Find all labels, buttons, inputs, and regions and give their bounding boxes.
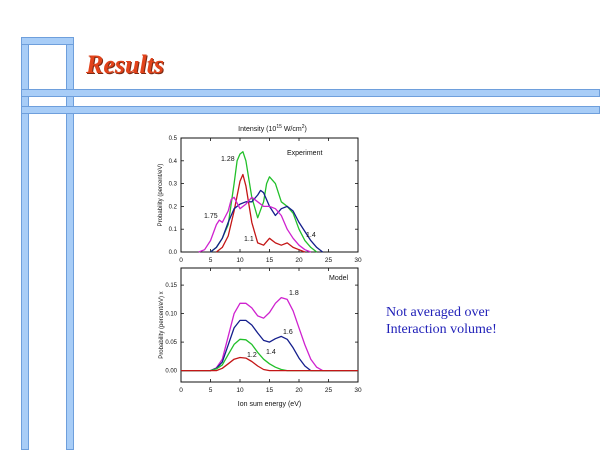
y-tick-label: 0.5 [169, 136, 178, 142]
chart-title-part: W/cm [282, 126, 302, 133]
x-tick-label: 20 [295, 387, 303, 394]
series-line-1-2 [181, 356, 358, 372]
chart-panel-1: 0 5 10 15 20 25 30 0.0 0.1 0.2 0.3 0.4 0.5 Probabilit… [158, 124, 362, 264]
series-label-1-6: 1.6 [283, 329, 293, 336]
frame-horizontal-top [21, 37, 74, 45]
note-line-2: Interaction volume! [386, 322, 497, 337]
x-tick-label: 0 [179, 387, 183, 394]
y-tick-label: 0.0 [169, 250, 178, 256]
x-tick-label: 30 [354, 387, 362, 394]
series-line-1-8 [181, 296, 358, 372]
y-tick-label: 0.05 [165, 340, 177, 346]
series-line-1-75 [198, 196, 312, 253]
x-tick-label: 20 [295, 257, 303, 264]
panel-label: Experiment [287, 150, 322, 157]
x-tick-label: 10 [236, 387, 244, 394]
note-text: Not averaged over Interaction volume! [386, 304, 497, 338]
series-line-1-28 [210, 151, 318, 253]
x-tick-label: 5 [209, 387, 213, 394]
x-tick-label: 10 [236, 257, 244, 264]
chart-title-part: 2 [302, 124, 305, 130]
series-line-1-1 [216, 173, 306, 253]
y-tick-label: 0.10 [165, 312, 177, 318]
y-tick-label: 0.15 [165, 283, 177, 289]
chart-title: Intensity (1015 W/cm2) [238, 124, 307, 133]
x-tick-label: 25 [325, 387, 333, 394]
x-axis-label: Ion sum energy (eV) [238, 401, 301, 408]
note-line-1: Not averaged over [386, 305, 490, 320]
series-line-1-6 [181, 319, 358, 372]
plot-frame [180, 137, 359, 253]
series-line-1-4 [210, 189, 323, 253]
x-tick-label: 5 [209, 257, 213, 264]
panel-label: Model [329, 275, 349, 282]
x-tick-label: 30 [354, 257, 362, 264]
y-tick-label: 0.00 [165, 369, 177, 375]
x-tick-label: 15 [266, 387, 274, 394]
series-label-1-4: 1.4 [306, 232, 316, 239]
y-tick-label: 0.2 [169, 204, 178, 210]
y-tick-label: 0.4 [169, 159, 178, 165]
plot-frame [180, 267, 359, 383]
chart-title-part: ) [304, 126, 306, 133]
y-axis-label: Probability (percent/eV) x [159, 291, 165, 358]
chart-title-part: Intensity (10 [238, 126, 276, 133]
x-tick-label: 15 [266, 257, 274, 264]
x-tick-label: 0 [179, 257, 183, 264]
slide-title: Results [86, 50, 165, 79]
series-label-1-1: 1.1 [244, 236, 254, 243]
chart-title-part: 15 [276, 124, 282, 130]
series-label-1-75: 1.75 [204, 213, 218, 220]
y-tick-label: 0.1 [169, 227, 178, 233]
series-label-1-2: 1.2 [247, 352, 257, 359]
series-label-1-8: 1.8 [289, 290, 299, 297]
series-label-1-4: 1.4 [266, 349, 276, 356]
chart-panel-2: 0 5 10 15 20 25 30 0.00 0.05 0.10 0.15Probability … [159, 267, 362, 408]
series-label-1-28: 1.28 [221, 156, 235, 163]
x-tick-label: 25 [325, 257, 333, 264]
y-tick-label: 0.3 [169, 182, 178, 188]
y-axis-label: Probability (percent/eV) [158, 164, 164, 227]
series-line-1-4 [181, 338, 358, 372]
